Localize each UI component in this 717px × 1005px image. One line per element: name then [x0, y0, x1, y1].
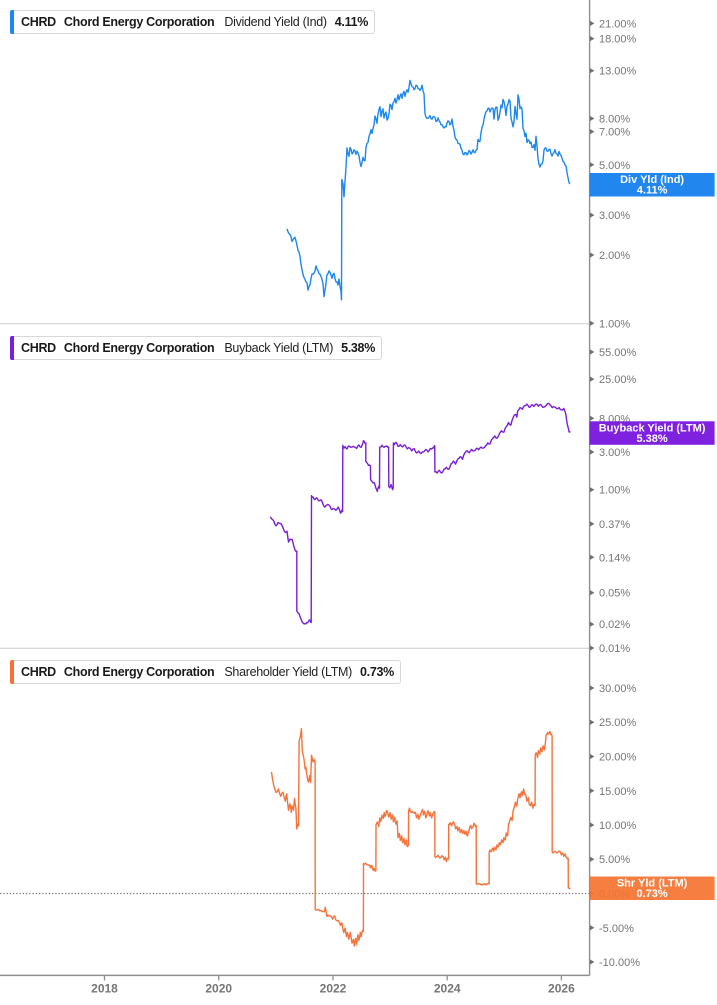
- svg-text:3.00%: 3.00%: [599, 447, 630, 459]
- svg-text:13.00%: 13.00%: [599, 66, 637, 78]
- svg-text:15.00%: 15.00%: [599, 786, 637, 798]
- svg-text:2022: 2022: [320, 982, 347, 996]
- svg-text:5.00%: 5.00%: [599, 160, 630, 172]
- svg-text:0.37%: 0.37%: [599, 519, 630, 531]
- svg-text:55.00%: 55.00%: [599, 347, 637, 359]
- svg-text:10.00%: 10.00%: [599, 820, 637, 832]
- svg-text:20.00%: 20.00%: [599, 752, 637, 764]
- svg-text:Div Yld (Ind): Div Yld (Ind): [620, 174, 684, 186]
- svg-text:1.00%: 1.00%: [599, 485, 630, 497]
- svg-text:4.11%: 4.11%: [637, 185, 668, 197]
- svg-text:-10.00%: -10.00%: [599, 957, 640, 969]
- svg-text:0.02%: 0.02%: [599, 619, 630, 631]
- svg-text:25.00%: 25.00%: [599, 374, 637, 386]
- svg-text:0.01%: 0.01%: [599, 643, 630, 655]
- svg-text:1.00%: 1.00%: [599, 318, 630, 330]
- svg-text:30.00%: 30.00%: [599, 683, 637, 695]
- svg-text:2026: 2026: [548, 982, 575, 996]
- svg-text:2020: 2020: [205, 982, 232, 996]
- svg-text:25.00%: 25.00%: [599, 717, 637, 729]
- svg-text:Buyback Yield (LTM): Buyback Yield (LTM): [599, 423, 706, 435]
- svg-text:3.00%: 3.00%: [599, 210, 630, 222]
- svg-text:0.73%: 0.73%: [636, 888, 667, 900]
- svg-text:8.00%: 8.00%: [599, 114, 630, 126]
- svg-text:2024: 2024: [434, 982, 461, 996]
- svg-text:5.38%: 5.38%: [636, 433, 667, 445]
- svg-text:-5.00%: -5.00%: [599, 923, 634, 935]
- svg-text:18.00%: 18.00%: [599, 34, 637, 46]
- svg-text:Shr Yld (LTM): Shr Yld (LTM): [617, 878, 688, 890]
- svg-text:0.14%: 0.14%: [599, 552, 630, 564]
- svg-text:2018: 2018: [91, 982, 118, 996]
- svg-text:7.00%: 7.00%: [599, 127, 630, 139]
- svg-text:0.05%: 0.05%: [599, 588, 630, 600]
- svg-text:2.00%: 2.00%: [599, 250, 630, 262]
- svg-text:5.00%: 5.00%: [599, 854, 630, 866]
- svg-text:21.00%: 21.00%: [599, 18, 637, 30]
